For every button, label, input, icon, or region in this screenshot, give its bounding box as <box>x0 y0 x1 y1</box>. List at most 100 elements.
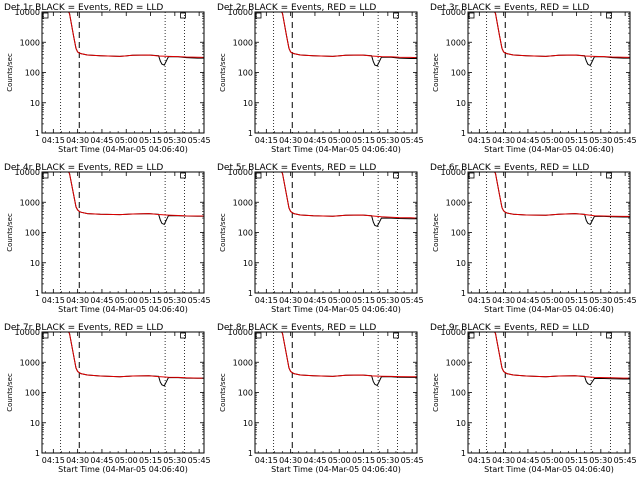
x-tick-label: 05:00 <box>115 296 138 305</box>
x-axis-label: Start Time (04-Mar-05 04:06:40) <box>484 465 614 474</box>
y-tick-label: 1 <box>248 129 253 138</box>
corner-marker <box>180 12 186 19</box>
y-tick-label: 1000 <box>446 38 466 47</box>
y-axis-label: Counts/sec <box>432 373 440 412</box>
series-line-lld <box>67 12 204 58</box>
y-tick-label: 1 <box>35 449 40 458</box>
panel-det-4: Det 4r BLACK = Events, RED = LLD 1 10 100 10… <box>4 163 211 314</box>
y-axis-label: Counts/sec <box>6 373 14 412</box>
panel-title: Det 4r BLACK = Events, RED = LLD <box>4 163 163 173</box>
plot-frame <box>41 11 205 134</box>
y-tick-label: 100 <box>25 389 40 398</box>
series-line-lld <box>493 332 630 379</box>
y-tick-label: 10 <box>30 259 40 268</box>
x-tick-label: 04:45 <box>516 136 539 145</box>
corner-marker <box>606 332 612 339</box>
x-tick-label: 04:30 <box>66 456 89 465</box>
y-tick-label: 1 <box>461 289 466 298</box>
y-tick-label: 10 <box>30 99 40 108</box>
y-tick-label: 1000 <box>233 38 253 47</box>
panel-title: Det 2r BLACK = Events, RED = LLD <box>217 3 376 13</box>
plot-area <box>493 332 630 386</box>
corner-marker <box>42 332 49 339</box>
y-axis-label: Counts/sec <box>219 213 227 252</box>
y-tick-label: 10 <box>243 419 253 428</box>
corner-marker <box>180 332 186 339</box>
x-tick-label: 05:45 <box>401 456 424 465</box>
x-tick-label: 05:30 <box>163 136 186 145</box>
x-tick-label: 05:15 <box>352 136 375 145</box>
x-tick-label: 05:30 <box>589 136 612 145</box>
x-tick-label: 05:00 <box>328 296 351 305</box>
y-tick-label: 100 <box>451 389 466 398</box>
plot-area <box>493 12 630 67</box>
x-axis-label: Start Time (04-Mar-05 04:06:40) <box>58 145 188 154</box>
x-tick-label: 04:45 <box>516 296 539 305</box>
panel-det-5: Det 5r BLACK = Events, RED = LLD 1 10 100 10… <box>217 163 424 314</box>
series-line-lld <box>493 172 630 217</box>
y-tick-label: 100 <box>25 229 40 238</box>
x-tick-label: 05:00 <box>328 136 351 145</box>
x-tick-label: 05:45 <box>401 296 424 305</box>
y-tick-label: 10 <box>456 99 466 108</box>
series-line-lld <box>280 12 417 59</box>
corner-marker <box>606 12 612 19</box>
x-tick-label: 05:45 <box>614 296 637 305</box>
x-tick-label: 04:15 <box>42 136 65 145</box>
y-tick-label: 1000 <box>20 358 40 367</box>
panel-det-3: Det 3r BLACK = Events, RED = LLD 1 10 100 10… <box>430 3 637 154</box>
plot-frame <box>467 171 631 294</box>
y-tick-label: 1 <box>35 129 40 138</box>
x-tick-label: 05:45 <box>188 136 211 145</box>
plot-frame <box>41 331 205 454</box>
y-axis-label: Counts/sec <box>219 53 227 92</box>
plot-area <box>67 172 204 226</box>
y-axis-label: Counts/sec <box>432 53 440 92</box>
plot-frame <box>254 331 418 454</box>
x-tick-label: 04:30 <box>66 136 89 145</box>
x-tick-label: 04:15 <box>468 136 491 145</box>
x-axis-label: Start Time (04-Mar-05 04:06:40) <box>271 465 401 474</box>
plot-area <box>280 172 417 227</box>
x-axis-label: Start Time (04-Mar-05 04:06:40) <box>484 145 614 154</box>
panel-title: Det 8r BLACK = Events, RED = LLD <box>217 323 376 333</box>
panel-title: Det 1r BLACK = Events, RED = LLD <box>4 3 163 13</box>
y-tick-label: 1000 <box>20 198 40 207</box>
y-tick-label: 1000 <box>446 198 466 207</box>
plot-frame <box>254 11 418 134</box>
series-line-lld <box>493 12 630 58</box>
x-tick-label: 04:15 <box>255 296 278 305</box>
y-tick-label: 10 <box>243 259 253 268</box>
plot-frame <box>467 11 631 134</box>
plot-area <box>493 172 630 226</box>
panel-title: Det 9r BLACK = Events, RED = LLD <box>430 323 589 333</box>
x-tick-label: 05:00 <box>541 136 564 145</box>
y-tick-label: 100 <box>25 69 40 78</box>
x-tick-label: 04:45 <box>303 136 326 145</box>
y-tick-label: 10000 <box>228 168 253 177</box>
x-tick-label: 05:15 <box>565 296 588 305</box>
x-tick-label: 05:30 <box>589 296 612 305</box>
y-tick-label: 1 <box>461 129 466 138</box>
y-tick-label: 10000 <box>15 328 40 337</box>
plot-area <box>280 12 417 67</box>
panel-title: Det 6r BLACK = Events, RED = LLD <box>430 163 589 173</box>
y-tick-label: 10 <box>456 259 466 268</box>
series-line-events <box>493 332 630 386</box>
x-axis-label: Start Time (04-Mar-05 04:06:40) <box>271 145 401 154</box>
panel-title: Det 3r BLACK = Events, RED = LLD <box>430 3 589 13</box>
x-tick-label: 04:45 <box>90 456 113 465</box>
corner-marker <box>255 172 262 179</box>
y-tick-label: 10 <box>243 99 253 108</box>
corner-marker <box>468 332 475 339</box>
corner-marker <box>42 172 49 179</box>
x-tick-label: 05:00 <box>328 456 351 465</box>
series-line-lld <box>67 332 204 379</box>
x-axis-label: Start Time (04-Mar-05 04:06:40) <box>484 305 614 314</box>
panel-det-6: Det 6r BLACK = Events, RED = LLD 1 10 100 10… <box>430 163 637 314</box>
x-tick-label: 04:15 <box>42 456 65 465</box>
corner-marker <box>180 172 186 179</box>
y-tick-label: 100 <box>451 69 466 78</box>
series-line-lld <box>280 332 417 378</box>
x-axis-label: Start Time (04-Mar-05 04:06:40) <box>58 305 188 314</box>
